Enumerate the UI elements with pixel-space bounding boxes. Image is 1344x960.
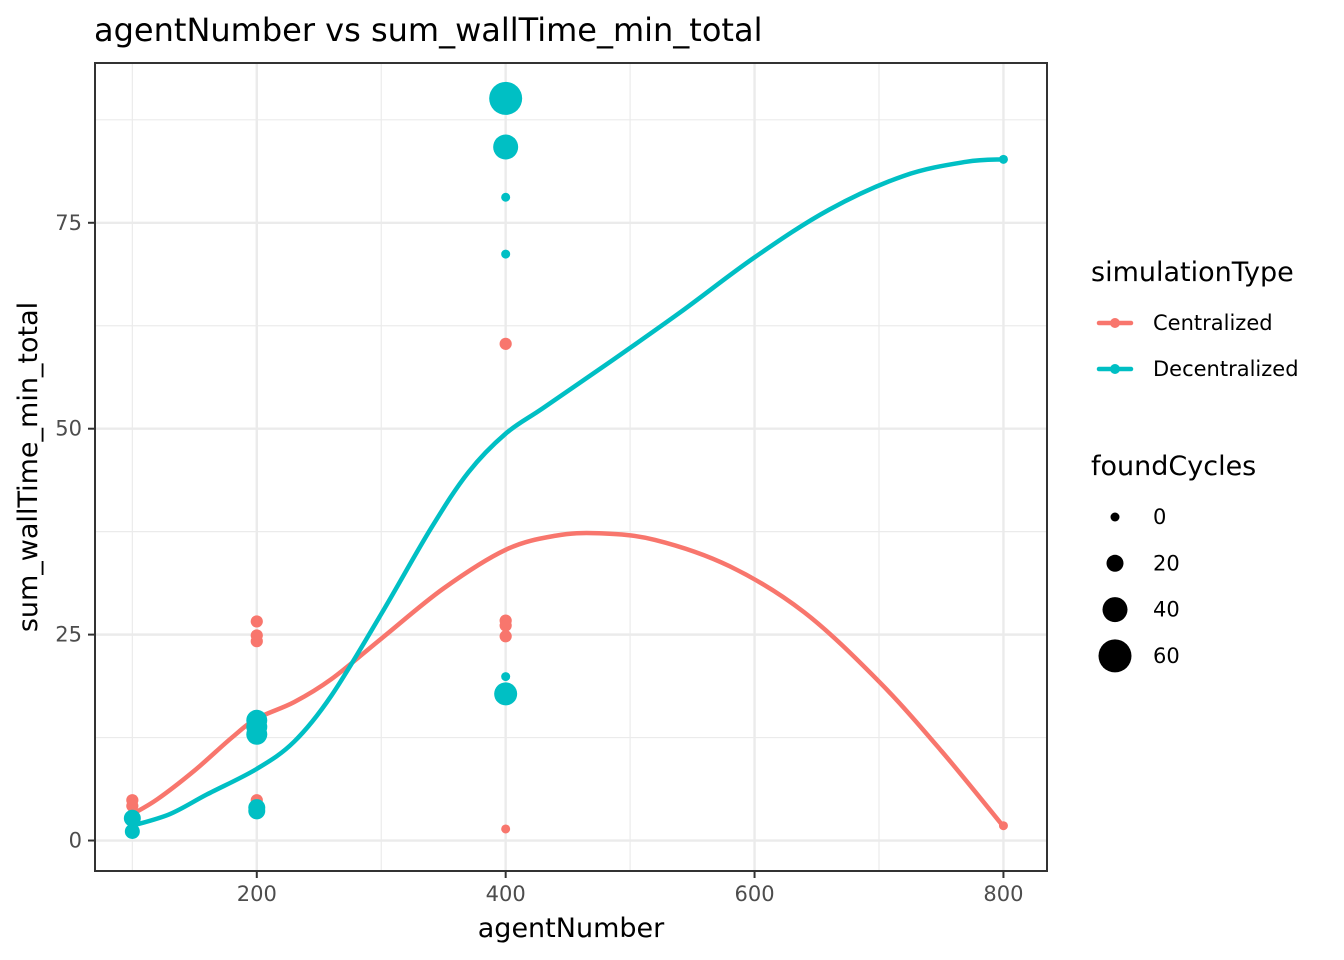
- centralized-point: [126, 799, 139, 813]
- y-axis-title: sum_wallTime_min_total: [13, 302, 44, 632]
- legend-label-centralized: Centralized: [1153, 311, 1273, 335]
- decentralized-point: [246, 723, 268, 745]
- size-legend-key-60: [1098, 639, 1132, 673]
- size-legend-key-0: [1110, 512, 1120, 522]
- size-legend-label-60: 60: [1153, 644, 1180, 668]
- decentralized-point: [123, 809, 141, 827]
- y-tick-label: 0: [69, 829, 82, 853]
- legend: simulationType CentralizedDecentralized …: [1091, 257, 1299, 673]
- size-legend-label-20: 20: [1153, 551, 1180, 575]
- centralized-smooth-line: [130, 530, 1006, 829]
- plot-panel: [94, 62, 1048, 872]
- decentralized-point: [493, 134, 519, 160]
- decentralized-smooth-line: [130, 157, 1006, 828]
- color-legend-keys: Centralized Decentralized: [1096, 311, 1299, 381]
- decentralized-point: [494, 682, 518, 706]
- legend-key-point-centralized: [1110, 318, 1120, 328]
- legend-key-point-decentralized: [1110, 364, 1120, 374]
- size-legend-keys: 0 20 40 60: [1098, 505, 1180, 673]
- x-tick-label: 400: [486, 882, 526, 906]
- y-tick-label: 50: [55, 417, 82, 441]
- centralized-point: [501, 824, 511, 834]
- size-legend-label-0: 0: [1153, 505, 1166, 529]
- y-tick-label: 25: [55, 623, 82, 647]
- legend-label-decentralized: Decentralized: [1153, 357, 1299, 381]
- decentralized-point: [489, 81, 523, 115]
- decentralized-point: [501, 192, 511, 202]
- color-legend-title: simulationType: [1091, 257, 1294, 288]
- y-tick-label: 75: [55, 211, 82, 235]
- smooth-lines: [130, 157, 1006, 829]
- x-tick-label: 200: [237, 882, 277, 906]
- decentralized-point: [998, 154, 1008, 164]
- x-axis: 200 400 600 800: [237, 871, 1023, 906]
- size-legend-key-40: [1102, 597, 1128, 623]
- decentralized-point: [501, 249, 511, 259]
- size-legend-label-40: 40: [1153, 598, 1180, 622]
- size-legend-title: foundCycles: [1091, 451, 1256, 482]
- decentralized-point: [248, 802, 266, 820]
- centralized-point: [998, 821, 1008, 831]
- decentralized-point: [501, 672, 511, 682]
- chart-title: agentNumber vs sum_wallTime_min_total: [94, 11, 762, 49]
- y-axis: 0 25 50 75: [55, 211, 95, 853]
- x-axis-title: agentNumber: [478, 913, 665, 944]
- centralized-point: [499, 337, 512, 350]
- x-tick-label: 600: [735, 882, 775, 906]
- plot-panel-background: [95, 63, 1047, 871]
- plot-panel-border: [94, 62, 1048, 872]
- x-tick-label: 800: [983, 882, 1023, 906]
- data-points: [123, 81, 1008, 839]
- centralized-point: [250, 635, 263, 648]
- major-gridlines: [95, 63, 1047, 871]
- centralized-point: [499, 630, 512, 643]
- size-legend-key-20: [1106, 554, 1124, 572]
- centralized-point: [250, 615, 263, 628]
- centralized-point: [499, 619, 512, 632]
- decentralized-point: [124, 823, 140, 839]
